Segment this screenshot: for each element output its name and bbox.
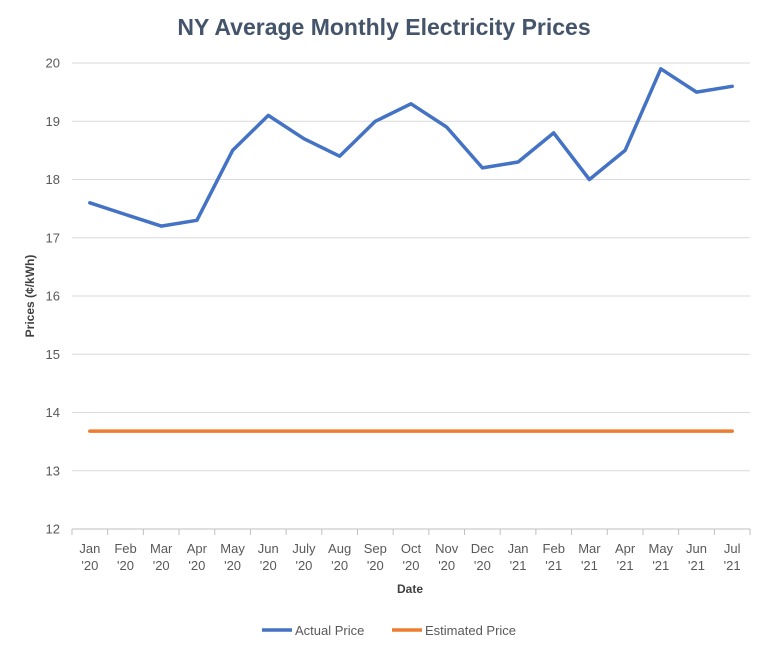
y-tick-label: 16: [46, 289, 60, 304]
x-tick-label: May '21: [649, 541, 674, 573]
x-tick-label: Jan '20: [79, 541, 100, 573]
x-tick-label: May '20: [220, 541, 245, 573]
x-tick-label: Jan '21: [508, 541, 529, 573]
series-line-0: [88, 67, 734, 228]
x-tick-label: Aug '20: [328, 541, 351, 573]
x-tick-label: Feb '20: [114, 541, 136, 573]
legend: Actual Price Estimated Price: [262, 623, 516, 638]
x-tick-label: Oct '20: [401, 541, 422, 573]
chart-title: NY Average Monthly Electricity Prices: [177, 14, 591, 40]
legend-label: Actual Price: [295, 623, 364, 638]
x-tick-label: Apr '20: [187, 541, 208, 573]
x-tick-label: Jul '21: [724, 541, 741, 573]
legend-label: Estimated Price: [425, 623, 516, 638]
y-tick-label: 19: [46, 114, 60, 129]
y-tick-label: 13: [46, 463, 60, 478]
x-tick-label: Dec '20: [471, 541, 495, 573]
y-tick-label: 15: [46, 347, 60, 362]
y-axis-title: Prices (¢/kWh): [23, 255, 37, 338]
x-tick-label: Feb '21: [543, 541, 565, 573]
y-tick-label: 17: [46, 230, 60, 245]
x-tick-label: Apr '21: [615, 541, 636, 573]
y-axis-ticks: 12 13 14 15 16 17 18 19 20: [46, 56, 60, 537]
series-lines: [88, 67, 734, 433]
x-tick-label: Mar '20: [150, 541, 173, 573]
x-tick-label: Nov '20: [435, 541, 459, 573]
x-axis-ticks: Jan '20 Feb '20 Mar '20 Apr '20 May '20 Jun '20 July…: [71, 529, 751, 573]
x-tick-label: Sep '20: [364, 541, 387, 573]
x-tick-label: Mar '21: [578, 541, 601, 573]
y-tick-label: 14: [46, 405, 60, 420]
x-axis-title: Date: [397, 582, 423, 596]
y-tick-label: 12: [46, 522, 60, 537]
x-tick-label: Jun '20: [258, 541, 279, 573]
x-tick-label: July '20: [292, 541, 316, 573]
y-tick-label: 18: [46, 172, 60, 187]
y-tick-label: 20: [46, 56, 60, 71]
x-tick-label: Jun '21: [686, 541, 707, 573]
gridlines: [72, 62, 750, 530]
